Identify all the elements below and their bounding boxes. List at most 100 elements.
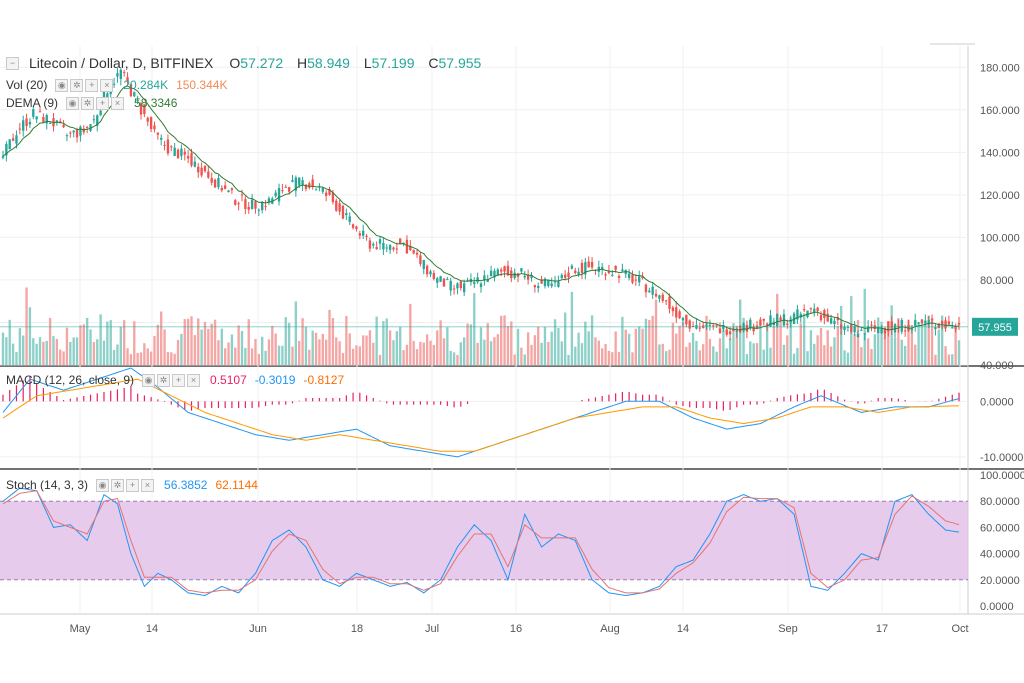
candle[interactable] <box>614 265 617 270</box>
candle[interactable] <box>570 265 574 269</box>
candle[interactable] <box>664 300 668 302</box>
candle[interactable] <box>530 275 533 278</box>
candle[interactable] <box>520 268 523 272</box>
candle[interactable] <box>301 180 304 186</box>
candle[interactable] <box>621 269 624 272</box>
candle[interactable] <box>947 321 951 325</box>
candle[interactable] <box>547 280 550 286</box>
candle[interactable] <box>203 165 207 172</box>
candle[interactable] <box>217 178 220 188</box>
candle[interactable] <box>634 279 638 281</box>
candle[interactable] <box>365 235 368 237</box>
candle[interactable] <box>284 186 287 188</box>
candle[interactable] <box>604 274 607 276</box>
candle[interactable] <box>678 311 681 319</box>
candle[interactable] <box>18 128 22 130</box>
candle[interactable] <box>584 262 587 275</box>
candle[interactable] <box>173 147 176 156</box>
candle[interactable] <box>183 151 186 155</box>
vol-controls[interactable]: ◉ ✲ + × <box>55 78 115 92</box>
candle[interactable] <box>826 313 829 322</box>
candle[interactable] <box>294 177 298 191</box>
candle[interactable] <box>429 271 432 275</box>
candle[interactable] <box>133 92 136 97</box>
candle[interactable] <box>685 314 688 325</box>
candle[interactable] <box>617 275 621 279</box>
candle[interactable] <box>45 115 48 124</box>
candle[interactable] <box>368 240 372 249</box>
candle[interactable] <box>739 325 742 333</box>
candle[interactable] <box>143 104 146 115</box>
candle[interactable] <box>234 200 237 205</box>
candle[interactable] <box>92 119 96 121</box>
candle[interactable] <box>281 190 284 192</box>
candle[interactable] <box>257 209 261 211</box>
candle[interactable] <box>951 327 954 329</box>
candle[interactable] <box>11 138 15 141</box>
candle[interactable] <box>513 272 516 279</box>
candle[interactable] <box>314 189 318 191</box>
candle[interactable] <box>358 233 361 236</box>
candle[interactable] <box>308 183 311 188</box>
candle[interactable] <box>355 226 358 230</box>
candle[interactable] <box>230 188 234 191</box>
candle[interactable] <box>163 144 166 146</box>
candle[interactable] <box>924 320 927 324</box>
candle[interactable] <box>452 288 456 290</box>
candle[interactable] <box>526 274 530 280</box>
candle[interactable] <box>675 307 678 318</box>
plus-icon[interactable]: + <box>96 96 110 110</box>
candle[interactable] <box>291 180 294 182</box>
candle[interactable] <box>500 269 503 272</box>
candle[interactable] <box>806 310 809 318</box>
candle[interactable] <box>745 324 749 332</box>
candle[interactable] <box>345 213 348 216</box>
dema-label[interactable]: DEMA (9) <box>6 96 59 110</box>
candle[interactable] <box>99 110 102 116</box>
close-icon[interactable]: × <box>141 478 155 492</box>
candle[interactable] <box>331 192 335 203</box>
candle[interactable] <box>223 185 227 189</box>
candle[interactable] <box>698 327 701 329</box>
candle[interactable] <box>648 290 651 293</box>
candle[interactable] <box>166 139 170 154</box>
candle[interactable] <box>486 279 489 282</box>
candle[interactable] <box>819 315 823 321</box>
macd-label[interactable]: MACD (12, 26, close, 9) <box>6 373 135 387</box>
candle[interactable] <box>388 244 392 250</box>
candle[interactable] <box>870 324 873 326</box>
candle[interactable] <box>846 327 850 329</box>
candle[interactable] <box>577 271 580 275</box>
gear-icon[interactable]: ✲ <box>70 78 84 92</box>
stoch-controls[interactable]: ◉ ✲ + × <box>96 478 156 492</box>
candle[interactable] <box>762 318 765 321</box>
candle[interactable] <box>708 324 712 326</box>
candle[interactable] <box>5 143 8 156</box>
candle[interactable] <box>261 201 264 211</box>
plus-icon[interactable]: + <box>172 373 186 387</box>
candle[interactable] <box>395 248 399 250</box>
candle[interactable] <box>415 252 419 255</box>
close-icon[interactable]: × <box>187 373 201 387</box>
candle[interactable] <box>197 166 200 173</box>
candle[interactable] <box>580 262 584 274</box>
candle[interactable] <box>587 261 590 268</box>
candle[interactable] <box>533 285 537 288</box>
candle[interactable] <box>1 156 5 158</box>
candle[interactable] <box>836 317 839 321</box>
candle[interactable] <box>796 309 799 320</box>
candle[interactable] <box>940 321 944 325</box>
candle[interactable] <box>799 313 802 318</box>
candle[interactable] <box>489 270 493 277</box>
dema-controls[interactable]: ◉ ✲ + × <box>66 96 126 110</box>
candle[interactable] <box>126 77 129 82</box>
candle[interactable] <box>287 187 291 192</box>
candle[interactable] <box>843 326 846 331</box>
candle[interactable] <box>156 132 160 135</box>
candle[interactable] <box>274 192 277 197</box>
candle[interactable] <box>254 201 257 209</box>
candle[interactable] <box>15 135 18 144</box>
candle[interactable] <box>540 279 543 284</box>
candle[interactable] <box>139 103 143 115</box>
